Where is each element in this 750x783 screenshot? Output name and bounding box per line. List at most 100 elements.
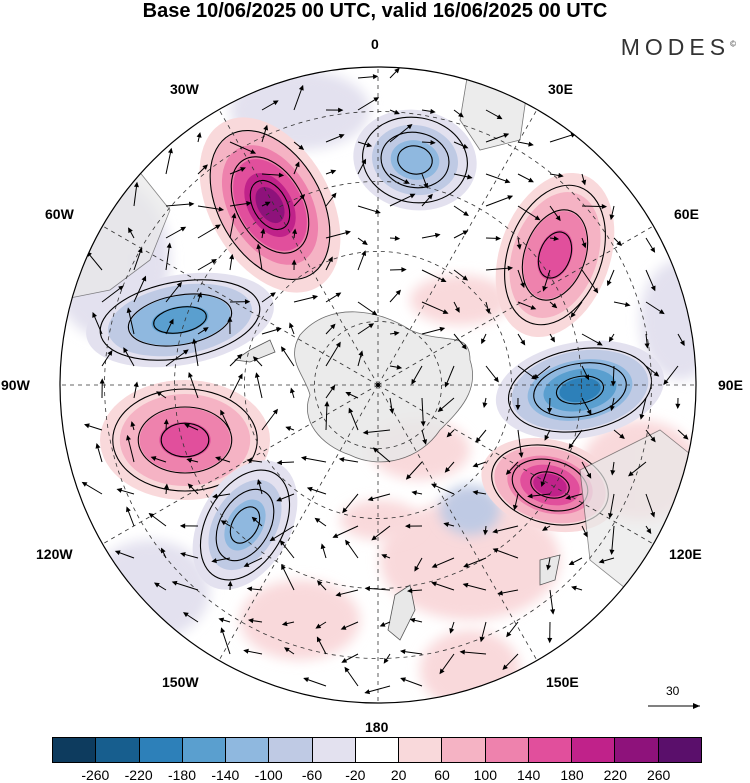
colorbar-swatch: [442, 738, 486, 762]
meridian-line: [218, 384, 379, 661]
wind-arrow: [497, 589, 519, 596]
wind-arrow: [289, 322, 295, 335]
wind-arrow: [269, 525, 295, 542]
lon-label-150e: 150E: [546, 674, 579, 690]
wind-arrow: [492, 525, 519, 534]
lon-label-0: 0: [371, 36, 379, 52]
tasmania: [539, 554, 561, 586]
wind-arrow: [517, 205, 541, 221]
wind-arrow: [644, 333, 650, 349]
wind-arrow: [540, 461, 551, 488]
wind-arrow: [362, 429, 391, 435]
brand-mark: ©: [730, 39, 736, 49]
wind-arrow: [357, 301, 378, 316]
wind-arrow: [406, 588, 423, 594]
wind-arrow: [444, 365, 455, 388]
anomaly-patch: [580, 420, 696, 520]
wind-arrow: [247, 618, 263, 624]
anomaly-patch: [90, 540, 210, 640]
wind-arrow: [99, 378, 105, 399]
wind-arrow: [439, 653, 455, 675]
anomaly-patch: [380, 500, 560, 620]
wind-arrow: [421, 232, 441, 239]
wind-arrow: [404, 523, 423, 529]
anomaly-low-0: [353, 109, 477, 211]
wind-arrow: [314, 517, 327, 527]
colorbar-swatch: [399, 738, 443, 762]
wind-arrow: [389, 173, 410, 184]
wind-arrow: [570, 301, 583, 318]
lon-label-30e: 30E: [548, 81, 573, 97]
wind-arrow: [251, 516, 263, 527]
wind-arrow: [243, 557, 263, 567]
wind-arrow: [472, 490, 487, 496]
wind-arrow: [114, 550, 135, 559]
wind-arrow: [453, 141, 469, 149]
colorbar-tick-label: 220: [603, 767, 628, 783]
wind-arrow: [357, 205, 381, 214]
wind-arrow: [389, 330, 400, 336]
colorbar-tick-label: -100: [254, 767, 283, 783]
colorbar-tick-label: -260: [81, 767, 110, 783]
lon-label-90e: 90E: [718, 377, 743, 393]
wind-arrow: [220, 409, 231, 431]
anomaly-patch: [440, 485, 500, 535]
wind-arrow: [229, 141, 257, 154]
wind-arrow: [547, 621, 553, 644]
wind-arrow: [306, 486, 327, 495]
wind-arrow: [502, 653, 519, 670]
colorbar-swatch: [615, 738, 659, 762]
wind-arrow: [420, 397, 426, 427]
wind-arrow: [421, 429, 428, 445]
lon-label-180: 180: [365, 719, 389, 735]
wind-arrow: [281, 564, 295, 591]
wind-arrow: [613, 429, 625, 439]
wind-arrow: [229, 167, 246, 175]
wind-arrow: [316, 580, 327, 591]
wind-arrow: [372, 447, 391, 463]
latitude-circle: [174, 181, 582, 589]
wind-arrow: [581, 365, 590, 381]
latitude-circle: [313, 320, 442, 449]
wind-arrow: [515, 397, 521, 411]
wind-arrow: [453, 333, 467, 350]
wind-arrow: [165, 226, 187, 239]
colorbar-swatch: [658, 738, 701, 762]
wind-arrow: [608, 493, 615, 519]
wind-arrow: [357, 158, 367, 175]
wind-arrow: [325, 107, 344, 113]
wind-arrow: [92, 311, 103, 335]
wind-arrow: [315, 621, 327, 629]
new-zealand: [387, 584, 416, 641]
meridian-line: [377, 384, 654, 545]
wind-arrow: [645, 429, 656, 443]
colorbar-tick-label: -60: [301, 767, 323, 783]
wind-arrow: [276, 493, 295, 502]
wind-arrow: [485, 173, 511, 184]
anomaly-patch: [340, 500, 420, 540]
wind-arrow: [527, 493, 551, 499]
wind-arrow: [229, 201, 252, 207]
lon-label-120e: 120E: [669, 546, 702, 562]
wind-arrow: [101, 350, 113, 367]
anomaly-patch: [230, 70, 370, 150]
wind-arrow: [677, 333, 685, 347]
wind-arrow: [165, 281, 182, 303]
wind-arrow: [261, 172, 285, 178]
wind-arrow: [165, 349, 189, 367]
wind-arrow: [335, 589, 359, 597]
wind-arrow: [485, 195, 514, 207]
wind-arrow: [163, 418, 169, 431]
reference-vector-arrow: [648, 703, 700, 709]
wind-arrow: [84, 423, 103, 431]
wind-arrow: [325, 292, 342, 303]
wind-arrow: [325, 169, 337, 175]
wind-arrow: [581, 203, 608, 210]
colorbar-tick-label: 260: [646, 767, 671, 783]
anomaly-patch: [60, 180, 170, 340]
wind-arrow: [357, 237, 368, 246]
wind-arrow: [293, 84, 304, 111]
wind-arrow: [485, 265, 514, 271]
anomaly-high-120e: [481, 437, 619, 533]
wind-arrow: [133, 247, 143, 271]
